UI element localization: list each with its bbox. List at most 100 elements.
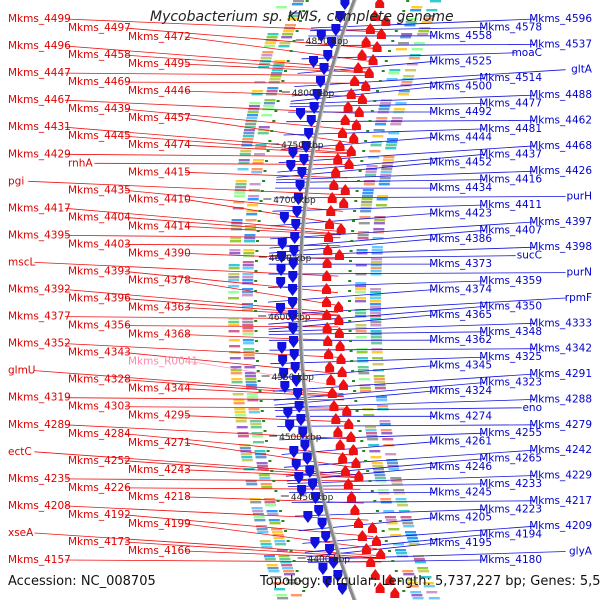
forward-gene-arrow-head <box>349 132 359 138</box>
left-gene-label: Mkms_4472 <box>128 31 191 43</box>
scale-tick <box>348 300 351 302</box>
gene-arrows <box>276 0 400 598</box>
backbone-highlight <box>300 0 357 600</box>
scale-tick <box>406 0 410 2</box>
reverse-gene-arrow <box>296 414 306 420</box>
feature-segment <box>360 204 372 207</box>
feature-segment <box>372 363 384 366</box>
forward-gene-arrow-head <box>340 465 350 471</box>
reverse-gene-arrow-head <box>312 95 322 101</box>
feature-segment <box>247 111 259 114</box>
scale-tick <box>279 90 282 92</box>
reverse-gene-arrow <box>276 264 286 270</box>
feature-segment <box>240 450 252 453</box>
reverse-gene-arrow-head <box>335 17 345 23</box>
feature-segment <box>250 423 262 426</box>
forward-gene-arrow <box>338 458 348 463</box>
reverse-gene-arrow <box>319 63 329 69</box>
feature-segment <box>234 408 246 411</box>
forward-gene-arrow <box>375 3 385 8</box>
feature-segment <box>244 240 255 243</box>
forward-gene-arrow <box>322 289 332 294</box>
feature-segment <box>430 0 441 3</box>
feature-segment <box>242 339 254 342</box>
feature-segment <box>235 414 247 417</box>
feature-segment <box>270 576 282 579</box>
leader-line <box>124 379 344 397</box>
feature-segment <box>230 240 241 243</box>
reverse-gene-arrow <box>312 89 322 95</box>
feature-segment <box>358 378 370 381</box>
feature-segment <box>273 63 285 66</box>
feature-segment <box>410 591 422 594</box>
feature-segment <box>259 477 271 480</box>
scale-tick <box>348 280 352 282</box>
forward-gene-arrow-head <box>342 405 352 411</box>
reverse-gene-arrow <box>289 245 299 251</box>
feature-segment <box>274 60 286 63</box>
leader-line <box>274 399 536 408</box>
leader-line <box>287 475 536 484</box>
left-gene-label: Mkms_4199 <box>128 518 191 530</box>
right-gene-label: Mkms_4462 <box>529 114 592 126</box>
left-gene-label: Mkms_4235 <box>8 473 71 485</box>
leader-line <box>270 356 486 365</box>
feature-segment <box>250 501 262 504</box>
feature-segment <box>381 432 393 435</box>
feature-segment <box>373 378 385 381</box>
scale-tick <box>284 530 287 532</box>
forward-gene-arrow-head <box>357 93 367 99</box>
feature-segment <box>269 78 281 81</box>
forward-gene-arrow-head <box>346 431 356 437</box>
scale-tick <box>373 100 377 102</box>
forward-gene-arrow-head <box>326 205 336 211</box>
feature-segment <box>281 36 293 39</box>
right-gene-label: Mkms_4423 <box>429 207 492 219</box>
forward-gene-arrow-head <box>333 426 343 432</box>
genome-summary: Topology: circular; Length: 5,737,227 bp… <box>260 574 600 589</box>
reverse-gene-arrow-head <box>302 459 312 465</box>
forward-gene-arrow-head <box>371 535 381 541</box>
forward-gene-arrow-head <box>331 413 341 419</box>
forward-gene-arrow <box>338 385 348 390</box>
reverse-gene-arrow <box>278 355 288 361</box>
leader-line <box>184 523 378 550</box>
feature-segment <box>264 558 276 561</box>
left-gene-label: Mkms_4303 <box>68 401 131 413</box>
forward-gene-arrow-head <box>351 457 361 463</box>
leader-line <box>34 532 380 556</box>
feature-segment <box>423 585 435 588</box>
reverse-gene-arrow-head <box>306 121 316 127</box>
feature-segment <box>230 237 242 240</box>
scale-tick <box>348 330 352 332</box>
forward-gene-arrow-head <box>340 184 350 190</box>
feature-segment <box>370 312 382 315</box>
feature-segment <box>366 168 377 171</box>
feature-segment <box>390 477 402 480</box>
feature-segment <box>254 153 265 156</box>
scale-tick <box>402 590 406 592</box>
reverse-gene-arrow <box>288 310 298 316</box>
right-gene-label: Mkms_4416 <box>479 174 542 186</box>
scale-tick <box>350 240 354 242</box>
feature-segment <box>415 561 426 564</box>
left-gene-label: Mkms_4497 <box>68 22 131 34</box>
left-gene-label: mscL <box>8 256 35 268</box>
feature-segment <box>409 54 421 57</box>
feature-segment <box>273 537 285 540</box>
scale-tick <box>298 20 302 22</box>
feature-segment <box>372 237 384 240</box>
right-gene-label: Mkms_4525 <box>429 55 492 67</box>
left-gene-label: Mkms_4192 <box>68 509 131 521</box>
forward-gene-arrow-head <box>337 366 347 372</box>
reverse-gene-arrow-head <box>309 108 319 114</box>
feature-segment <box>373 375 385 378</box>
reverse-gene-arrow-head <box>288 277 298 283</box>
feature-segment <box>355 297 366 300</box>
feature-segment <box>242 330 254 333</box>
feature-segment <box>235 420 247 423</box>
reverse-gene-arrow <box>294 472 304 478</box>
feature-segment <box>250 426 262 429</box>
reverse-gene-arrow <box>289 349 299 355</box>
feature-segment <box>365 429 377 432</box>
